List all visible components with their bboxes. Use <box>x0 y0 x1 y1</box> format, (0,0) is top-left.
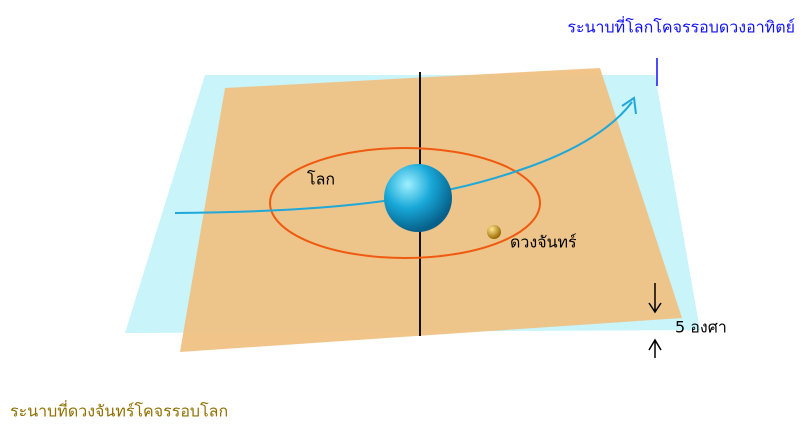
moon-label: ดวงจันทร์ <box>510 233 577 252</box>
moon-plane-label: ระนาบที่ดวงจันทร์โคจรรอบโลก <box>10 400 228 421</box>
diagram: ระนาบที่โลกโคจรรอบดวงอาทิตย์ โลก ดวงจันท… <box>0 0 803 428</box>
earth-label: โลก <box>307 170 335 189</box>
earth <box>384 164 452 232</box>
moon <box>487 225 501 239</box>
sun-plane-label: ระนาบที่โลกโคจรรอบดวงอาทิตย์ <box>567 16 795 37</box>
angle-arrow-up <box>649 340 661 358</box>
angle-label: 5 องศา <box>675 318 727 337</box>
